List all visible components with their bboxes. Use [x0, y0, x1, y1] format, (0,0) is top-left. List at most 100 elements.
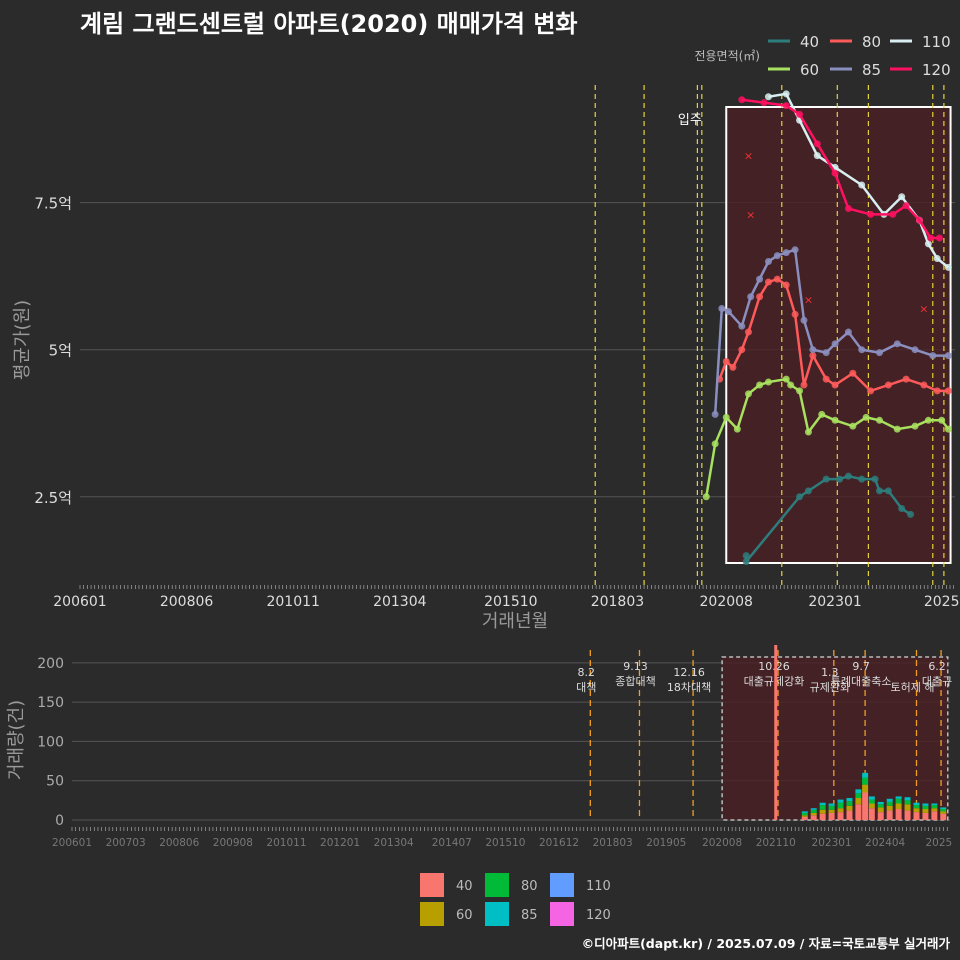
volume-bar-80 [862, 777, 869, 785]
policy-label: 종합대책 [615, 675, 655, 688]
x-tick-label: 200908 [213, 837, 253, 849]
volume-bar-85 [913, 802, 920, 806]
data-point-40 [875, 487, 883, 495]
data-point-40 [742, 557, 750, 565]
data-point-60 [849, 422, 857, 430]
data-point-60 [756, 381, 764, 389]
x-tick-label: 200703 [106, 837, 146, 849]
volume-bar-spike [774, 645, 778, 820]
volume-bar-85 [904, 797, 911, 801]
x-tick-label: 200806 [159, 837, 199, 849]
data-point-110 [933, 255, 941, 263]
volume-bar-40 [868, 808, 875, 820]
data-point-85 [911, 346, 919, 354]
data-point-80 [744, 328, 752, 336]
data-point-85 [747, 293, 755, 301]
data-point-60 [944, 425, 952, 433]
volume-bar-60 [913, 808, 920, 813]
data-point-80 [773, 275, 781, 283]
volume-bar-40 [886, 810, 893, 820]
volume-bar-60 [895, 803, 902, 809]
volume-bar-60 [862, 784, 869, 793]
data-point-85 [844, 328, 852, 336]
volume-bar-80 [940, 809, 947, 812]
data-point-80 [933, 387, 941, 395]
data-point-120 [782, 102, 790, 110]
volume-bar-80 [810, 809, 817, 813]
data-point-60 [804, 428, 812, 436]
data-point-120 [831, 169, 839, 177]
x-tick-label: 200601 [53, 594, 106, 610]
data-point-85 [831, 340, 839, 348]
y-tick-label: 0 [55, 813, 64, 829]
legend-label-120: 120 [586, 908, 611, 923]
data-point-60 [733, 425, 741, 433]
data-point-80 [867, 387, 875, 395]
data-point-80 [782, 281, 790, 289]
data-point-80 [920, 381, 928, 389]
policy-date: 12.16 [673, 666, 705, 679]
data-point-80 [722, 357, 730, 365]
policy-date: 1.3 [821, 666, 839, 679]
volume-bar-85 [828, 803, 835, 806]
data-point-110 [944, 263, 952, 271]
volume-bar-60 [810, 812, 817, 816]
volume-bar-85 [868, 796, 875, 800]
volume-bar-80 [846, 801, 853, 806]
data-point-80 [849, 369, 857, 377]
volume-bar-80 [819, 805, 826, 810]
volume-bar-60 [940, 811, 947, 814]
data-point-80 [764, 278, 772, 286]
data-point-85 [738, 322, 746, 330]
data-point-80 [884, 381, 892, 389]
data-point-85 [800, 316, 808, 324]
data-point-40 [884, 487, 892, 495]
volume-bar-60 [855, 798, 862, 805]
data-point-85 [782, 249, 790, 257]
volume-bar-85 [819, 802, 826, 806]
data-point-85 [929, 352, 937, 360]
data-point-40 [742, 552, 750, 560]
data-point-60 [702, 493, 710, 501]
volume-bar-60 [801, 815, 808, 817]
data-point-120 [738, 96, 746, 104]
data-point-40 [858, 475, 866, 483]
page-title: 계림 그랜드센트럴 아파트(2020) 매매가격 변화 [80, 10, 578, 38]
volume-bar-60 [877, 807, 884, 813]
data-point-80 [944, 387, 952, 395]
x-tick-label: 202404 [865, 837, 905, 849]
volume-bar-85 [922, 803, 929, 806]
x-tick-label: 202008 [700, 594, 753, 610]
policy-label: 대출규 [922, 675, 952, 688]
volume-bar-60 [868, 803, 875, 809]
x-tick-label: 201510 [484, 594, 537, 610]
legend-label-85: 85 [521, 908, 538, 923]
data-point-85 [724, 307, 732, 315]
policy-date: 9.7 [852, 660, 870, 673]
y-tick-label: 7.5억 [34, 195, 72, 213]
data-point-40 [836, 475, 844, 483]
x-tick-label: 201011 [266, 594, 319, 610]
volume-bar-80 [877, 804, 884, 808]
x-tick-label: 202301 [808, 594, 861, 610]
data-point-80 [729, 363, 737, 371]
x-axis-title: 거래년월 [482, 611, 548, 632]
data-point-60 [924, 416, 932, 424]
volume-bar-40 [837, 812, 844, 820]
policy-date: 10.26 [758, 660, 790, 673]
data-point-60 [796, 387, 804, 395]
volume-bar-40 [913, 812, 920, 820]
data-point-120 [844, 205, 852, 213]
legend-label-110: 110 [586, 879, 611, 894]
x-tick-label: 201011 [266, 837, 306, 849]
data-point-85 [875, 349, 883, 357]
volume-bar-85 [855, 789, 862, 794]
volume-bar-40 [931, 811, 938, 820]
data-point-110 [782, 90, 790, 98]
data-point-60 [787, 381, 795, 389]
legend-label-120: 120 [922, 61, 951, 79]
volume-bar-40 [877, 812, 884, 820]
data-point-80 [800, 381, 808, 389]
data-point-85 [809, 346, 817, 354]
data-point-85 [756, 275, 764, 283]
